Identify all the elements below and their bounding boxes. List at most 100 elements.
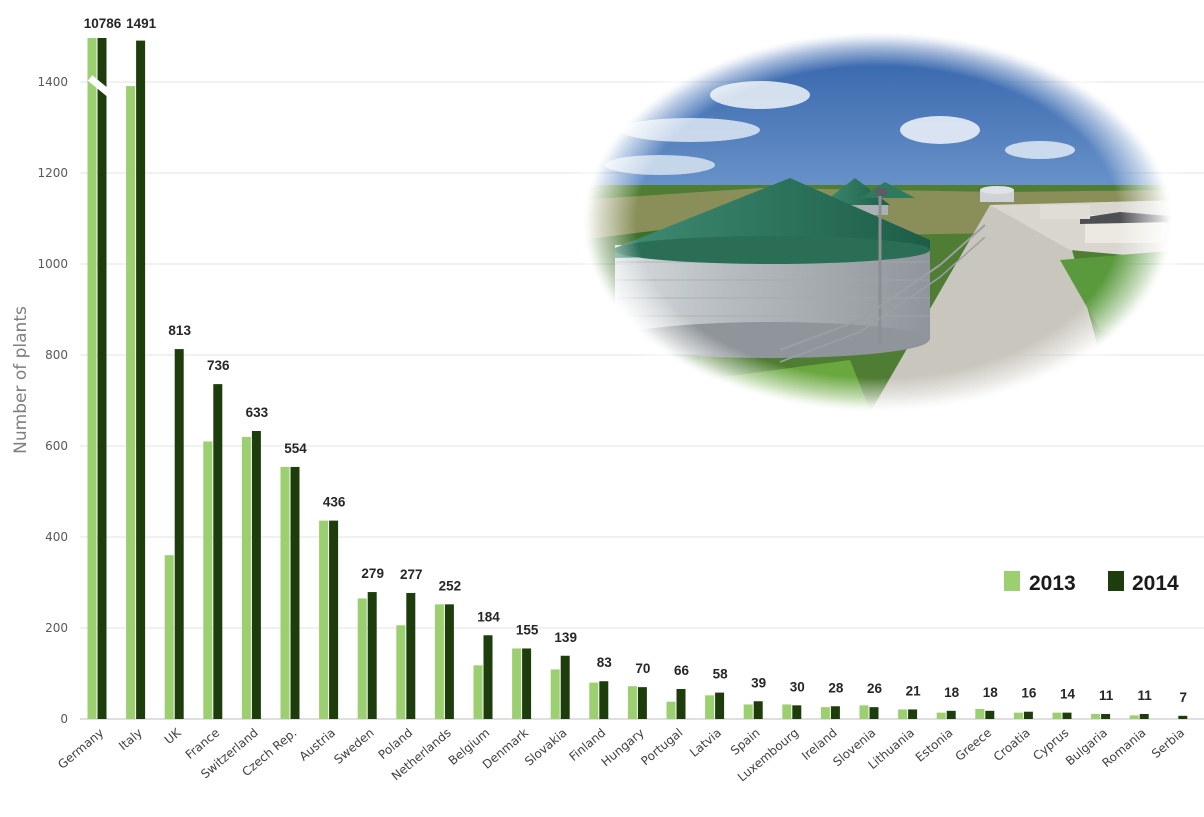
data-label: 30 — [790, 679, 805, 694]
legend-swatch-2013 — [1004, 571, 1020, 591]
bar-2014-hungary — [637, 687, 647, 719]
bar-2013-luxembourg — [782, 704, 792, 719]
y-tick-label: 1000 — [37, 257, 68, 271]
y-tick-label: 600 — [45, 439, 68, 453]
data-label: 7 — [1180, 690, 1188, 705]
category-label: Greece — [953, 726, 995, 764]
data-label: 155 — [516, 622, 539, 637]
bar-2014-spain — [753, 701, 763, 719]
bar-2014-luxembourg — [792, 705, 802, 719]
data-label: 1491 — [126, 16, 157, 31]
category-label: Italy — [116, 726, 145, 753]
bar-2014-greece — [985, 710, 995, 719]
bar-2013-slovenia — [859, 705, 869, 719]
data-label: 252 — [439, 578, 462, 593]
bar-2013-netherlands — [434, 604, 444, 719]
category-label: Portugal — [638, 726, 685, 769]
bar-2014-slovakia — [560, 655, 570, 719]
bar-2013-estonia — [936, 712, 946, 719]
bar-2013-uk — [164, 555, 174, 719]
bar-2014-czech-rep- — [290, 466, 300, 719]
data-label: 10786 — [84, 16, 122, 31]
data-label: 26 — [867, 681, 883, 696]
data-label: 736 — [207, 358, 230, 373]
bar-2013-portugal — [666, 701, 676, 719]
bar-2013-finland — [589, 682, 599, 719]
bar-2014-latvia — [715, 692, 725, 719]
legend-label-2014: 2014 — [1132, 572, 1179, 595]
category-label: Romania — [1099, 726, 1148, 770]
axis-break-mark — [87, 75, 115, 99]
bar-2014-serbia — [1178, 715, 1188, 719]
bar-2014-croatia — [1023, 711, 1033, 719]
data-label: 18 — [944, 685, 960, 700]
bar-2014-portugal — [676, 688, 686, 719]
data-label: 70 — [635, 661, 650, 676]
bar-2014-poland — [406, 592, 416, 719]
category-label: Croatia — [991, 726, 1033, 764]
data-label: 11 — [1099, 688, 1114, 703]
data-label: 813 — [168, 323, 191, 338]
category-label: Serbia — [1149, 726, 1187, 761]
bar-2013-greece — [975, 708, 985, 719]
photo-vignette — [576, 25, 1180, 419]
data-label: 436 — [323, 495, 346, 510]
data-labels: 10786 1491 813 736 633 554 436 279 277 252 184 155 1… — [84, 16, 1187, 705]
y-axis-label: Number of plants — [11, 306, 31, 454]
bar-2014-denmark — [522, 648, 532, 719]
data-label: 39 — [751, 675, 766, 690]
bar-2014-cyprus — [1062, 712, 1072, 719]
bar-2014-estonia — [946, 710, 956, 719]
data-label: 58 — [713, 667, 729, 682]
data-label: 184 — [477, 609, 500, 624]
data-label: 554 — [284, 441, 307, 456]
bar-2014-austria — [329, 520, 339, 719]
y-tick-label: 0 — [60, 712, 68, 726]
data-label: 16 — [1021, 686, 1037, 701]
y-tick-label: 800 — [45, 348, 68, 362]
bar-2013-poland — [396, 625, 406, 719]
bar-2013-lithuania — [898, 709, 908, 719]
bar-2014-netherlands — [444, 604, 454, 719]
data-label: 83 — [597, 655, 613, 670]
bar-2013-germany — [87, 38, 97, 719]
bar-2014-romania — [1139, 713, 1149, 719]
bars — [87, 38, 1188, 720]
data-label: 21 — [906, 683, 922, 698]
category-label: Hungary — [599, 726, 647, 770]
bar-2013-bulgaria — [1091, 713, 1101, 719]
data-label: 633 — [246, 405, 269, 420]
bar-2014-france — [213, 384, 223, 719]
biogas-plant-photo — [580, 30, 1180, 435]
bar-2013-austria — [319, 520, 329, 719]
bar-2013-switzerland — [241, 436, 251, 719]
bar-2013-czech-rep- — [280, 466, 290, 719]
bar-2014-germany — [97, 38, 107, 719]
bar-2014-slovenia — [869, 707, 879, 719]
data-label: 28 — [828, 680, 844, 695]
bar-2013-hungary — [627, 686, 637, 719]
data-label: 66 — [674, 663, 690, 678]
bar-2013-france — [203, 441, 213, 719]
y-tick-label: 1400 — [37, 75, 68, 89]
category-label: Latvia — [687, 726, 724, 760]
data-label: 139 — [554, 630, 577, 645]
bar-2014-ireland — [830, 706, 840, 719]
bar-2014-bulgaria — [1101, 713, 1111, 719]
bar-2014-lithuania — [908, 709, 918, 719]
data-label: 11 — [1138, 688, 1153, 703]
category-label: Germany — [55, 726, 106, 772]
category-label: Sweden — [331, 726, 376, 767]
category-label: Spain — [728, 726, 763, 758]
category-label: Slovakia — [522, 726, 570, 769]
bar-2014-uk — [174, 349, 184, 719]
bar-2013-spain — [743, 704, 753, 719]
category-label: Estonia — [913, 726, 956, 765]
bar-2013-romania — [1129, 715, 1139, 719]
bar-2013-denmark — [512, 648, 522, 719]
bar-2013-ireland — [820, 707, 830, 719]
bar-2014-belgium — [483, 635, 493, 719]
bar-2013-belgium — [473, 665, 483, 719]
